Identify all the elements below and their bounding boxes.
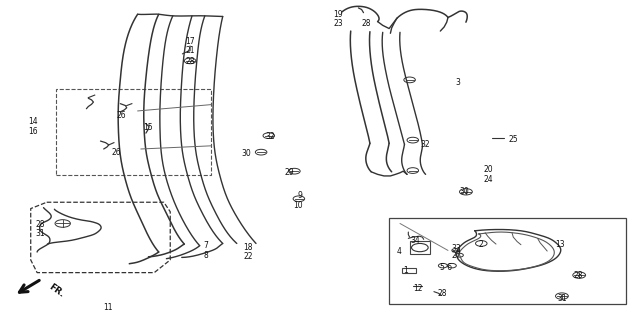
- Text: 29: 29: [284, 168, 294, 177]
- Text: 32: 32: [266, 133, 275, 141]
- Text: 26: 26: [112, 148, 122, 157]
- Text: 19
23: 19 23: [333, 10, 343, 28]
- Text: 1: 1: [404, 266, 408, 275]
- Text: 17
21: 17 21: [185, 37, 195, 55]
- Text: 14
16: 14 16: [28, 118, 38, 136]
- Text: 13: 13: [555, 240, 564, 249]
- Text: 26: 26: [116, 111, 126, 120]
- Bar: [410, 241, 430, 254]
- Text: 27: 27: [451, 251, 461, 260]
- Text: 9
10: 9 10: [293, 191, 303, 210]
- Text: 31: 31: [557, 294, 567, 303]
- Text: 20
24: 20 24: [483, 165, 493, 184]
- Text: 5 6: 5 6: [440, 263, 452, 272]
- Text: 30: 30: [460, 187, 469, 196]
- Text: 28: 28: [362, 19, 371, 28]
- Text: 34: 34: [411, 236, 420, 245]
- Text: 28: 28: [573, 271, 583, 280]
- Text: 28: 28: [186, 57, 195, 66]
- Text: 33: 33: [451, 244, 461, 253]
- Text: 25: 25: [508, 135, 518, 144]
- Text: 28: 28: [437, 289, 447, 298]
- Bar: [389, 218, 626, 304]
- Bar: [56, 89, 211, 175]
- Text: 4: 4: [396, 247, 401, 256]
- Text: 18
22: 18 22: [243, 243, 253, 261]
- Text: 11: 11: [103, 303, 112, 312]
- Text: 30: 30: [242, 149, 252, 158]
- Bar: [402, 268, 416, 273]
- Text: 7
8: 7 8: [203, 241, 208, 260]
- Text: 3: 3: [456, 78, 461, 87]
- Text: FR.: FR.: [47, 283, 65, 300]
- Text: 28
31: 28 31: [35, 220, 45, 238]
- Text: 32: 32: [420, 140, 430, 149]
- Text: 12: 12: [413, 284, 422, 293]
- Text: 15: 15: [143, 123, 153, 132]
- Text: 2: 2: [479, 240, 483, 249]
